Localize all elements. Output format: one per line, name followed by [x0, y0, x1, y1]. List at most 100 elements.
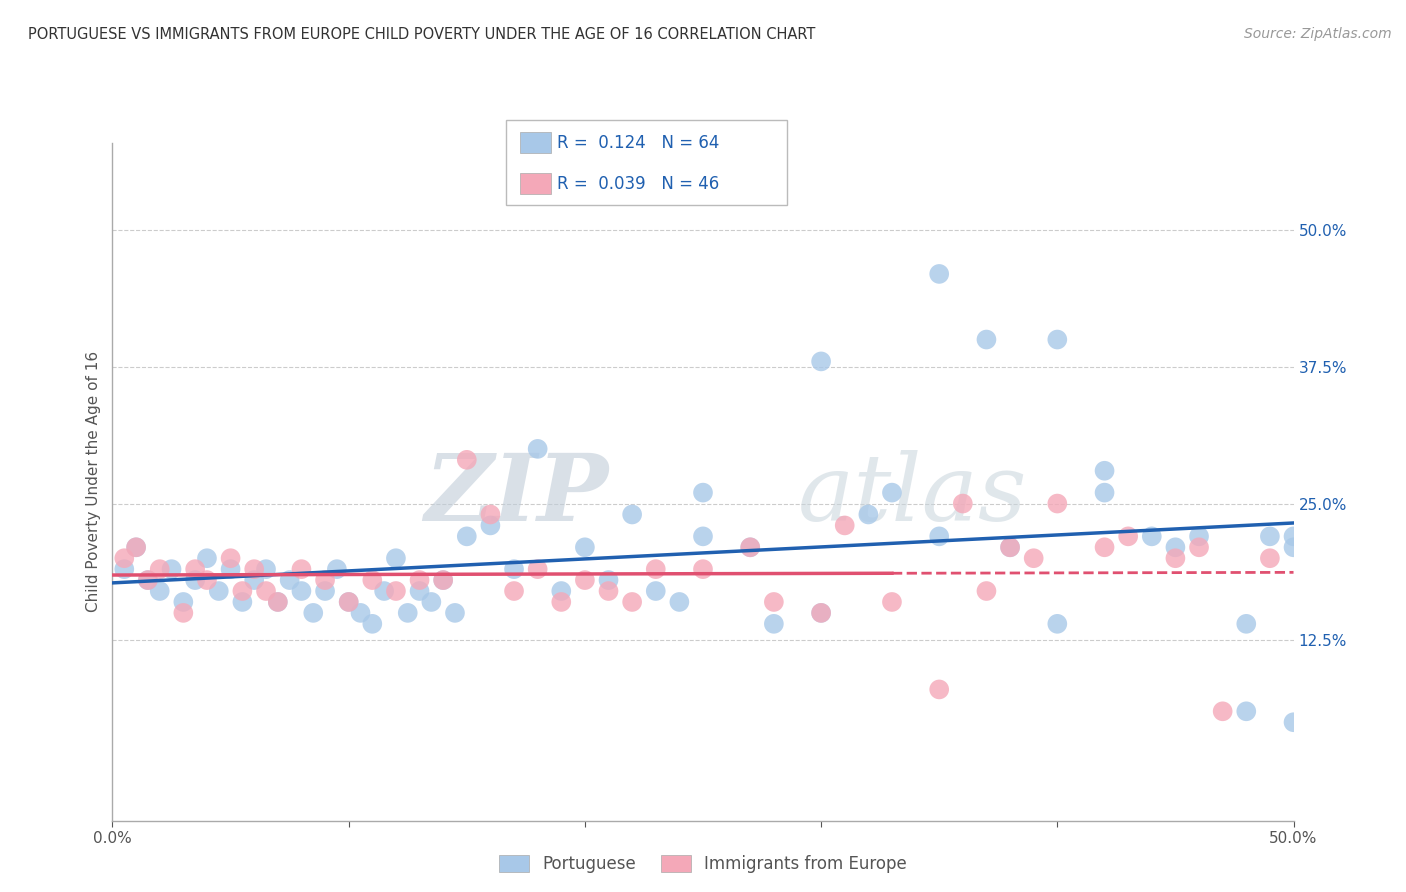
Point — [243, 573, 266, 587]
Point — [385, 551, 408, 566]
Point — [834, 518, 856, 533]
Point — [337, 595, 360, 609]
Point — [420, 595, 443, 609]
Point — [302, 606, 325, 620]
Point — [598, 584, 620, 599]
Point — [928, 682, 950, 697]
Point — [692, 485, 714, 500]
Point — [503, 562, 526, 576]
Text: Source: ZipAtlas.com: Source: ZipAtlas.com — [1244, 27, 1392, 41]
Point — [1094, 485, 1116, 500]
Point — [314, 573, 336, 587]
Point — [1046, 616, 1069, 631]
Point — [1094, 541, 1116, 555]
Point — [1188, 541, 1211, 555]
Point — [1022, 551, 1045, 566]
Point — [267, 595, 290, 609]
Point — [456, 452, 478, 467]
Point — [290, 584, 312, 599]
Point — [125, 541, 148, 555]
Point — [112, 562, 135, 576]
Point — [526, 442, 548, 456]
Point — [1116, 529, 1139, 543]
Point — [219, 551, 242, 566]
Point — [267, 595, 290, 609]
Point — [621, 595, 644, 609]
Point — [254, 562, 277, 576]
Point — [408, 584, 430, 599]
Point — [326, 562, 349, 576]
Point — [762, 616, 785, 631]
Point — [1164, 551, 1187, 566]
Point — [160, 562, 183, 576]
Point — [740, 541, 762, 555]
Point — [112, 551, 135, 566]
Point — [550, 595, 572, 609]
Point — [526, 562, 548, 576]
Point — [1234, 704, 1257, 718]
Point — [1212, 704, 1234, 718]
Point — [149, 562, 172, 576]
Point — [231, 595, 253, 609]
Text: atlas: atlas — [797, 450, 1026, 541]
Point — [290, 562, 312, 576]
Point — [952, 497, 974, 511]
Point — [361, 616, 384, 631]
Point — [644, 584, 666, 599]
Point — [1234, 616, 1257, 631]
Point — [278, 573, 301, 587]
Point — [1140, 529, 1163, 543]
Point — [1046, 333, 1069, 347]
Text: R =  0.039   N = 46: R = 0.039 N = 46 — [557, 175, 718, 193]
Point — [998, 541, 1021, 555]
Point — [880, 595, 903, 609]
Point — [762, 595, 785, 609]
Point — [219, 562, 242, 576]
Text: ZIP: ZIP — [425, 450, 609, 541]
Point — [136, 573, 159, 587]
Point — [858, 508, 880, 522]
Point — [1258, 551, 1281, 566]
Point — [668, 595, 690, 609]
Point — [432, 573, 454, 587]
Y-axis label: Child Poverty Under the Age of 16: Child Poverty Under the Age of 16 — [86, 351, 101, 612]
Point — [385, 584, 408, 599]
Point — [432, 573, 454, 587]
Point — [456, 529, 478, 543]
Point — [149, 584, 172, 599]
Point — [810, 354, 832, 368]
Point — [125, 541, 148, 555]
Point — [880, 485, 903, 500]
Point — [231, 584, 253, 599]
Point — [550, 584, 572, 599]
Point — [349, 606, 371, 620]
Point — [396, 606, 419, 620]
Point — [1188, 529, 1211, 543]
Point — [337, 595, 360, 609]
Point — [574, 541, 596, 555]
Point — [373, 584, 395, 599]
Point — [1164, 541, 1187, 555]
Point — [361, 573, 384, 587]
Point — [184, 562, 207, 576]
Point — [928, 267, 950, 281]
Point — [976, 584, 998, 599]
Point — [810, 606, 832, 620]
Point — [810, 606, 832, 620]
Point — [195, 551, 218, 566]
Point — [644, 562, 666, 576]
Point — [1282, 529, 1305, 543]
Point — [574, 573, 596, 587]
Point — [598, 573, 620, 587]
Point — [692, 562, 714, 576]
Point — [254, 584, 277, 599]
Point — [740, 541, 762, 555]
Point — [1258, 529, 1281, 543]
Point — [692, 529, 714, 543]
Point — [314, 584, 336, 599]
Point — [976, 333, 998, 347]
Point — [195, 573, 218, 587]
Point — [1282, 715, 1305, 730]
Point — [479, 518, 502, 533]
Point — [444, 606, 467, 620]
